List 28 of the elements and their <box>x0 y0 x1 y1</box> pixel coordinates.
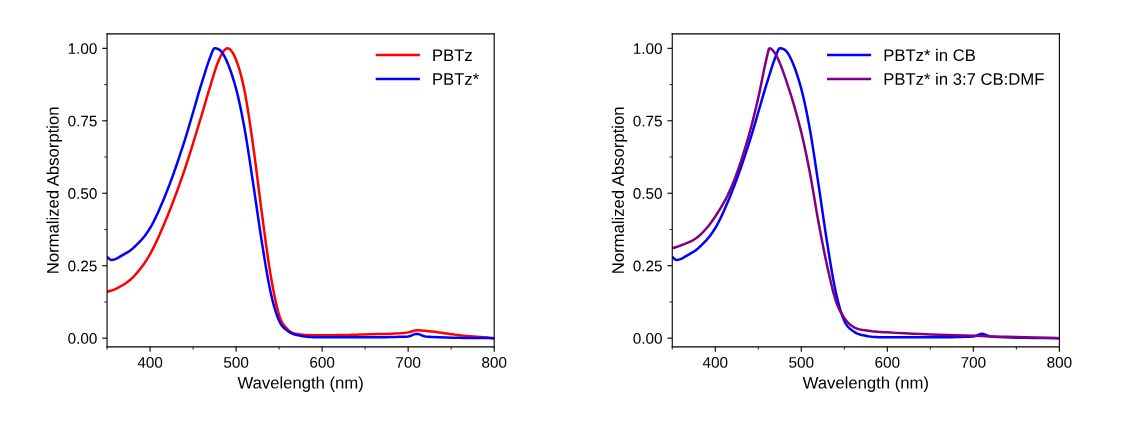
y-axis-title: Normalized Absorption <box>611 107 628 273</box>
legend-label: PBTz* <box>433 73 479 85</box>
y-tick-label: 0.50 <box>633 188 662 199</box>
x-axis-title: Wavelength (nm) <box>237 376 363 392</box>
x-tick-label: 600 <box>310 356 335 368</box>
y-tick-label: 1.00 <box>633 43 662 55</box>
x-tick-label: 500 <box>789 356 814 368</box>
x-tick-label: 800 <box>482 356 507 368</box>
y-tick-label: 0.25 <box>68 260 97 272</box>
legend-label: PBTz* in CB <box>884 48 975 62</box>
y-tick-label: 1.00 <box>68 43 97 55</box>
legend-label: PBTz <box>433 49 472 61</box>
y-axis-title: Normalized Absorption <box>46 107 63 273</box>
y-tick-label: 0.75 <box>68 115 97 127</box>
y-tick-label: 0.50 <box>68 188 97 199</box>
x-tick-label: 700 <box>396 356 421 368</box>
legend-label: PBTz* in 3:7 CB:DMF <box>884 72 1044 85</box>
y-tick-label: 0.00 <box>633 333 662 344</box>
x-tick-label: 800 <box>1047 356 1072 368</box>
x-tick-label: 600 <box>875 356 900 368</box>
x-axis-title: Wavelength (nm) <box>802 376 928 392</box>
y-tick-label: 0.75 <box>633 115 662 127</box>
x-tick-label: 400 <box>702 356 728 368</box>
x-tick-label: 400 <box>137 356 163 368</box>
x-tick-label: 500 <box>223 356 249 368</box>
y-tick-label: 0.25 <box>633 260 662 272</box>
x-tick-label: 700 <box>961 356 986 368</box>
y-tick-label: 0.00 <box>68 333 97 344</box>
